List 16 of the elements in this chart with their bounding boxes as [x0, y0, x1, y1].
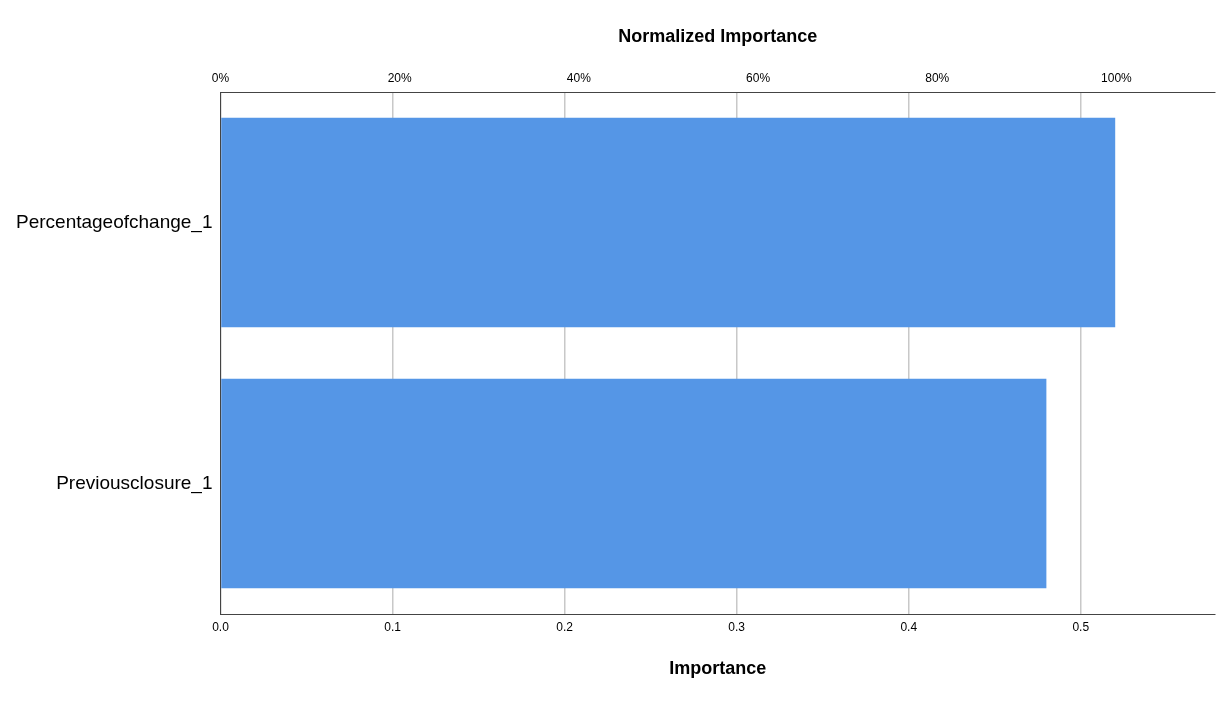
x2-tick-label: 80%	[925, 71, 950, 86]
y-tick-label: Percentageofchange_1	[15, 210, 213, 233]
x2-tick-label: 60%	[746, 71, 771, 86]
x-tick-label: 0.3	[728, 619, 746, 634]
x-tick-label: 0.5	[1072, 619, 1090, 634]
x2-tick-label: 40%	[566, 71, 592, 86]
x-axis-title: Importance	[669, 658, 767, 679]
x-tick-label: 0.2	[556, 619, 574, 634]
y-tick-label: Previousclosure_1	[56, 471, 213, 494]
x2-tick-label: 0%	[211, 71, 230, 86]
x-tick-label: 0.1	[384, 619, 402, 634]
x2-tick-label: 20%	[387, 71, 413, 86]
x2-axis-title: Normalized Importance	[618, 25, 818, 46]
x2-tick-label: 100%	[1101, 71, 1133, 86]
x-tick-label: 0.4	[900, 619, 918, 634]
x-tick-label: 0.0	[212, 619, 230, 634]
